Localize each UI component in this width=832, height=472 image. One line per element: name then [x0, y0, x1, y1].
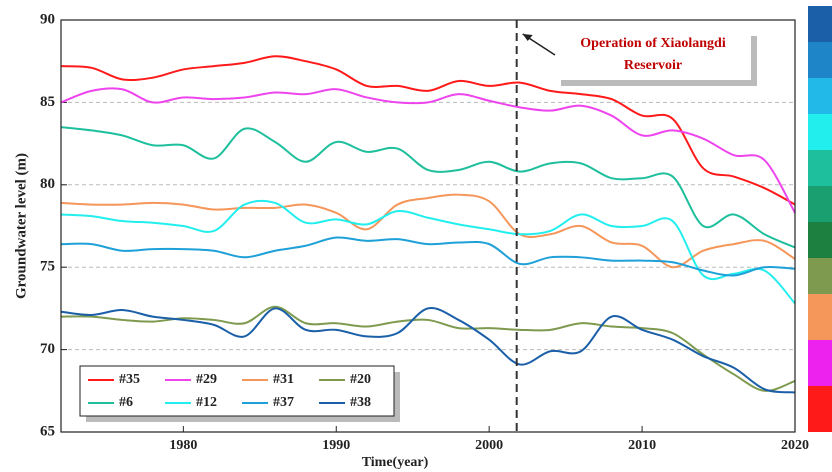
y-axis-label: Groundwater level (m) — [13, 153, 29, 299]
plot-frame — [60, 19, 796, 433]
x-tick-label: 1990 — [322, 438, 350, 453]
line-series — [60, 307, 796, 394]
legend: #35 #29 #31 #20 #6 #12 #37 #38 — [79, 365, 400, 422]
line-series — [60, 305, 796, 392]
legend-label: #20 — [350, 372, 371, 387]
x-tick-label: 1980 — [169, 438, 197, 453]
legend-label: #35 — [119, 372, 140, 387]
legend-label: #12 — [196, 395, 217, 410]
y-tick-label: 85 — [40, 94, 55, 110]
color-bar — [808, 6, 832, 432]
x-tick-label: 2020 — [781, 438, 809, 453]
arrow-head — [522, 34, 533, 41]
line-series — [60, 199, 796, 305]
x-tick-label: 2000 — [475, 438, 503, 453]
x-axis-label: Time(year) — [362, 455, 429, 470]
legend-label: #37 — [273, 395, 294, 410]
annotation-box — [555, 30, 751, 80]
y-tick-label: 70 — [40, 341, 55, 357]
line-series — [60, 87, 796, 214]
legend-label: #38 — [350, 395, 371, 410]
legend-label: #6 — [119, 395, 133, 410]
y-tick-label: 80 — [40, 176, 55, 192]
line-series — [60, 236, 796, 277]
y-tick-label: 65 — [40, 423, 55, 439]
line-series — [60, 126, 796, 249]
annotation-text: Reservoir — [624, 58, 682, 73]
y-tick-label: 75 — [40, 259, 55, 275]
legend-label: #29 — [196, 372, 217, 387]
line-series — [60, 55, 796, 206]
line-series — [60, 193, 796, 269]
y-tick-label: 90 — [40, 11, 55, 27]
legend-label: #31 — [273, 372, 294, 387]
legend-box — [79, 365, 395, 417]
x-tick-label: 2010 — [628, 438, 656, 453]
annotation-text: Operation of Xiaolangdi — [580, 36, 726, 51]
